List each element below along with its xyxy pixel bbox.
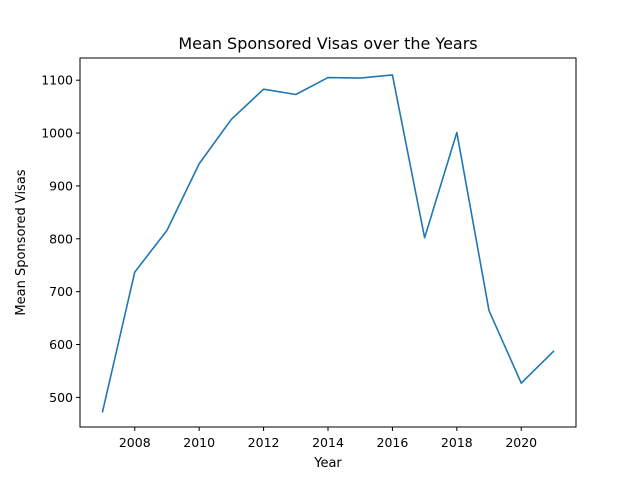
- plot-area: [80, 58, 576, 427]
- y-tick-label: 800: [49, 231, 73, 246]
- y-tick-label: 1000: [41, 126, 73, 141]
- y-axis-ticks: 500 600 700 800 900 1000 1100: [41, 73, 80, 405]
- plot-frame: [79, 57, 577, 428]
- x-tick-label: 2012: [248, 435, 280, 450]
- x-tick-label: 2016: [377, 435, 409, 450]
- y-tick-label: 600: [49, 337, 73, 352]
- x-tick-label: 2010: [183, 435, 215, 450]
- y-tick-label: 500: [49, 390, 73, 405]
- x-tick-label: 2014: [312, 435, 344, 450]
- series-group: [101, 74, 555, 413]
- y-tick-label: 900: [49, 178, 73, 193]
- x-tick-label: 2018: [441, 435, 473, 450]
- x-axis-ticks: 2008 2010 2012 2014 2016 2018 2020: [119, 427, 537, 450]
- y-tick-label: 700: [49, 284, 73, 299]
- series-line: [101, 74, 555, 413]
- y-tick-label: 1100: [41, 73, 73, 88]
- x-axis-label: Year: [313, 456, 342, 471]
- x-tick-label: 2020: [505, 435, 537, 450]
- x-tick-label: 2008: [119, 435, 151, 450]
- y-axis-label: Mean Sponsored Visas: [14, 169, 29, 315]
- chart-title: Mean Sponsored Visas over the Years: [178, 34, 477, 53]
